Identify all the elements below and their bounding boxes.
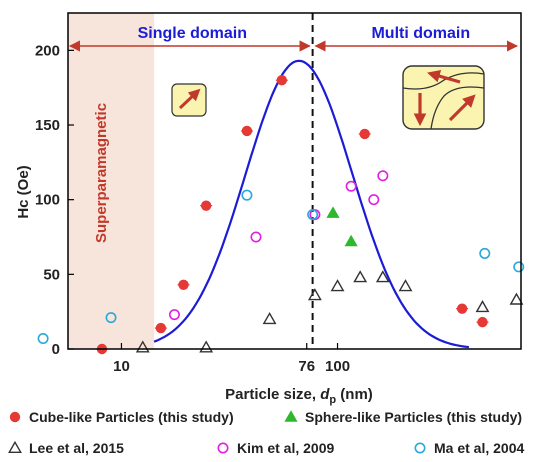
data-point-sphere	[326, 206, 340, 218]
data-point-lee	[398, 279, 413, 292]
data-point-sphere	[344, 234, 358, 247]
y-tick-label: 100	[35, 192, 60, 209]
y-tick-label: 200	[35, 42, 60, 59]
data-point-ma	[105, 312, 117, 324]
data-point-kim	[377, 170, 389, 182]
y-axis-title: Hc (Oe)	[15, 165, 32, 218]
legend-label: Ma et al, 2004	[434, 440, 524, 456]
legend-marker	[414, 442, 426, 454]
data-point-lee	[509, 292, 524, 305]
data-point-cube	[359, 128, 370, 140]
data-point-lee	[330, 279, 345, 292]
data-point-lee	[262, 312, 277, 325]
legend-marker	[284, 410, 298, 422]
data-point-cube	[241, 125, 253, 137]
data-point-lee	[353, 270, 368, 283]
single-domain-arrow-icon	[171, 83, 207, 117]
legend-label: Lee et al, 2015	[29, 440, 124, 456]
superparamagnetic-label: Superparamagnetic	[93, 103, 110, 243]
data-point-lee	[199, 340, 214, 353]
data-point-cube	[477, 316, 488, 328]
x-axis-ticks: 10 76 100	[113, 343, 350, 375]
y-tick-label: 150	[35, 117, 60, 134]
x-tick-label: 10	[113, 358, 130, 375]
data-point-cube	[155, 322, 167, 334]
data-point-lee	[135, 340, 150, 353]
legend-marker	[9, 411, 21, 423]
y-tick-label: 50	[43, 266, 60, 283]
data-point-cube	[200, 200, 212, 211]
legend-label: Cube-like Particles (this study)	[29, 409, 234, 425]
superparamagnetic-region	[68, 13, 155, 349]
legend-marker	[8, 440, 22, 453]
data-point-cube	[456, 303, 468, 314]
legend-label: Kim et al, 2009	[237, 440, 334, 456]
x-tick-label: 100	[325, 358, 350, 375]
multi-domain-arrows-icon	[402, 65, 485, 130]
data-point-ma	[37, 333, 49, 345]
y-axis-ticks: 0 50 100 150 200	[35, 42, 74, 358]
data-point-lee	[375, 270, 390, 283]
gaussian-fit-curve	[153, 59, 470, 349]
x-axis-title: Particle size, dp (nm)	[225, 386, 373, 406]
data-point-ma	[479, 247, 491, 259]
data-marks	[37, 75, 525, 355]
data-point-lee	[475, 300, 490, 313]
x-tick-label: 76	[298, 358, 315, 375]
multi-domain-label: Multi domain	[371, 25, 470, 42]
data-point-lee	[307, 288, 322, 301]
plot-frame	[67, 12, 522, 350]
data-point-cube	[276, 75, 288, 86]
data-point-kim	[345, 180, 357, 192]
data-point-ma	[307, 209, 319, 221]
single-domain-label: Single domain	[138, 25, 247, 42]
legend-label: Sphere-like Particles (this study)	[305, 409, 522, 425]
data-point-kim	[250, 231, 262, 243]
y-tick-label: 0	[52, 341, 60, 358]
data-point-kim	[168, 309, 180, 321]
data-point-ma	[241, 189, 253, 201]
data-point-ma	[513, 261, 525, 273]
data-point-kim	[368, 194, 380, 206]
legend-marker	[217, 442, 229, 454]
legend: Cube-like Particles (this study) Sphere-l…	[8, 409, 524, 456]
data-point-cube	[178, 279, 189, 290]
